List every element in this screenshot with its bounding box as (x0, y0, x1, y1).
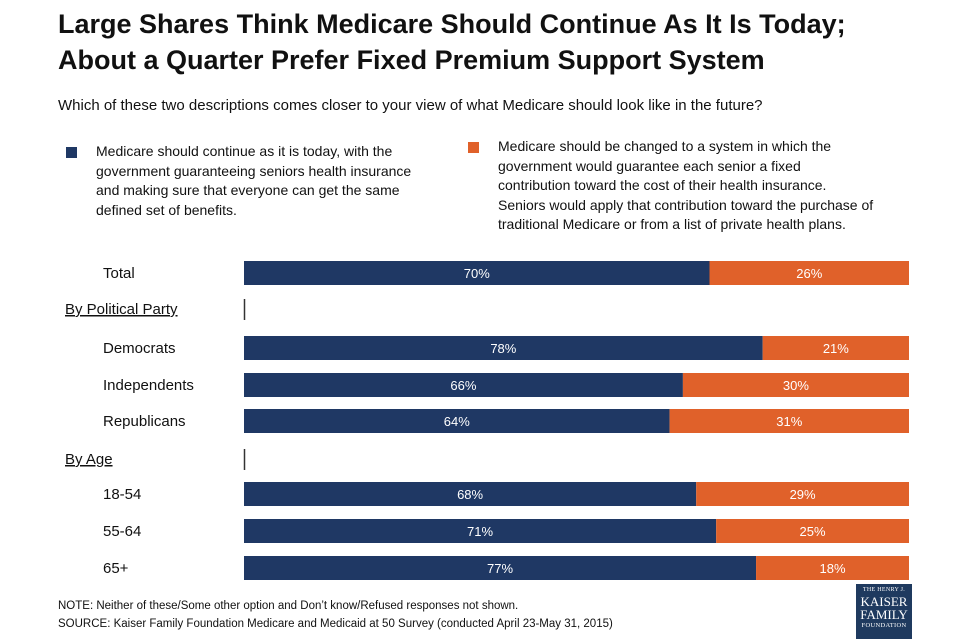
bar-value-label: 31% (776, 414, 802, 429)
bar-value-label: 25% (800, 524, 826, 539)
category-label: Independents (103, 377, 194, 394)
bar-value-label: 21% (823, 341, 849, 356)
bar-segment-continue (244, 261, 710, 285)
bar-segment-continue (244, 373, 683, 397)
category-label: 65+ (103, 560, 129, 577)
legend-change-line: traditional Medicare or from a list of p… (498, 216, 846, 232)
bar-segment-change (756, 556, 909, 580)
bar-segment-change (682, 373, 909, 397)
kaiser-family-foundation-logo: THE HENRY J. KAISER FAMILY FOUNDATION (856, 584, 912, 639)
bar-value-label: 64% (444, 414, 470, 429)
bar-segment-continue (244, 336, 763, 360)
legend-continue-line: defined set of benefits. (96, 201, 237, 218)
bar-segment-continue (244, 556, 757, 580)
legend-swatch-change (468, 142, 479, 153)
bar-value-label: 66% (450, 378, 476, 393)
category-label: 55-64 (103, 523, 141, 540)
legend-change-line: Seniors would apply that contribution to… (498, 196, 874, 213)
bar-value-label: 29% (790, 487, 816, 502)
legend-swatch-continue (66, 147, 77, 158)
bar-segment-change (669, 409, 909, 433)
legend-change-line: contribution toward the cost of their he… (498, 177, 827, 193)
survey-question: Which of these two descriptions comes cl… (58, 97, 763, 114)
legend-continue-line: and making sure that everyone can get th… (96, 182, 400, 198)
category-label: Total (103, 265, 135, 282)
legend-change-line: Medicare should be changed to a system i… (498, 138, 832, 154)
chart-title-line-1: Large Shares Think Medicare Should Conti… (58, 9, 846, 39)
category-label: Republicans (103, 413, 186, 430)
legend-change-line: government would guarantee each senior a… (498, 157, 801, 174)
bar-segment-change (762, 336, 909, 360)
legend-change: Medicare should be changed to a system i… (468, 137, 928, 237)
bar-value-label: 71% (467, 524, 493, 539)
bar-value-label: 30% (783, 378, 809, 393)
bar-segment-continue (244, 409, 670, 433)
bar-segment-change (716, 519, 909, 543)
category-label: Democrats (103, 340, 176, 357)
bar-value-label: 26% (796, 266, 822, 281)
bar-segment-continue (244, 519, 717, 543)
bar-segment-continue (244, 482, 697, 506)
logo-line: THE HENRY J. (862, 587, 906, 593)
bar-segment-change (709, 261, 909, 285)
bar-value-label: 18% (820, 561, 846, 576)
legend-text-change: Medicare should be changed to a system i… (498, 137, 873, 235)
logo-line: KAISER (860, 594, 908, 609)
chart-source: SOURCE: Kaiser Family Foundation Medicar… (58, 618, 613, 630)
chart-note: NOTE: Neither of these/Some other option… (58, 600, 519, 612)
chart-title: Large Shares Think Medicare Should Conti… (58, 6, 938, 78)
group-header: By Political Party (65, 301, 178, 318)
bar-value-label: 77% (487, 561, 513, 576)
legend-continue-line: Medicare should continue as it is today,… (96, 143, 393, 159)
chart-title-line-2: About a Quarter Prefer Fixed Premium Sup… (58, 45, 765, 75)
category-label: 18-54 (103, 486, 141, 503)
legend-continue-line: government guaranteeing seniors health i… (96, 162, 412, 179)
logo-line: FOUNDATION (861, 622, 907, 629)
legend-text-continue: Medicare should continue as it is today,… (96, 142, 411, 220)
group-header: By Age (65, 451, 113, 468)
legend-continue: Medicare should continue as it is today,… (66, 142, 446, 222)
logo-line: FAMILY (860, 607, 908, 622)
bar-segment-change (696, 482, 909, 506)
bar-value-label: 70% (464, 266, 490, 281)
bar-value-label: 68% (457, 487, 483, 502)
bar-value-label: 78% (490, 341, 516, 356)
